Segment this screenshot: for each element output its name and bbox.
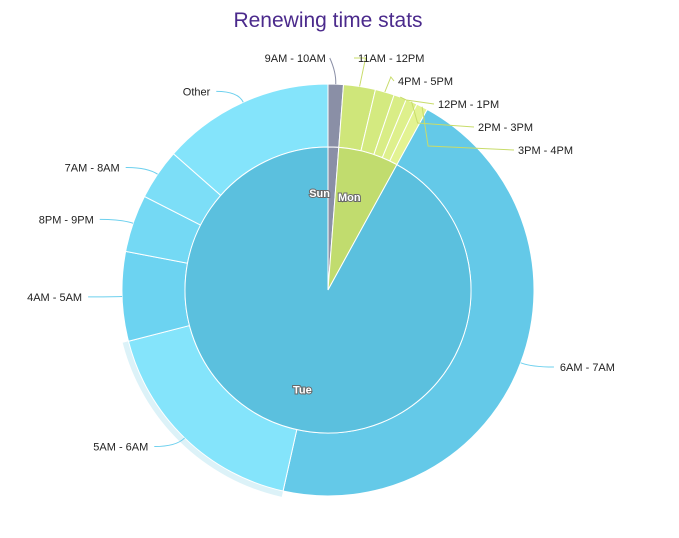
inner-label-sun: Sun: [309, 188, 330, 200]
connector-6am-7am: [521, 363, 554, 367]
outer-label-5am-6am: 5AM - 6AM: [93, 442, 148, 454]
outer-label-7am-8am: 7AM - 8AM: [65, 162, 120, 174]
outer-slice-4am-5am[interactable]: [122, 251, 189, 341]
outer-label-12pm-1pm: 12PM - 1PM: [438, 99, 499, 111]
connector-9am-10am: [330, 58, 336, 84]
outer-label-other: Other: [183, 86, 211, 98]
outer-label-6am-7am: 6AM - 7AM: [560, 362, 615, 374]
connector-8pm-9pm: [100, 219, 133, 223]
outer-label-4pm-5pm: 4PM - 5PM: [398, 76, 453, 88]
inner-label-tue: Tue: [293, 385, 312, 397]
inner-label-mon: Mon: [338, 192, 361, 204]
outer-label-2pm-3pm: 2PM - 3PM: [478, 122, 533, 134]
connector-4pm-5pm: [385, 77, 394, 92]
outer-label-8pm-9pm: 8PM - 9PM: [39, 214, 94, 226]
outer-label-4am-5am: 4AM - 5AM: [27, 292, 82, 304]
connector-other: [216, 91, 243, 102]
chart-title: Renewing time stats: [233, 9, 422, 32]
outer-label-3pm-4pm: 3PM - 4PM: [518, 145, 573, 157]
outer-label-11am-12pm: 11AM - 12PM: [358, 53, 424, 65]
outer-label-9am-10am: 9AM - 10AM: [265, 53, 326, 65]
connector-7am-8am: [126, 167, 158, 174]
